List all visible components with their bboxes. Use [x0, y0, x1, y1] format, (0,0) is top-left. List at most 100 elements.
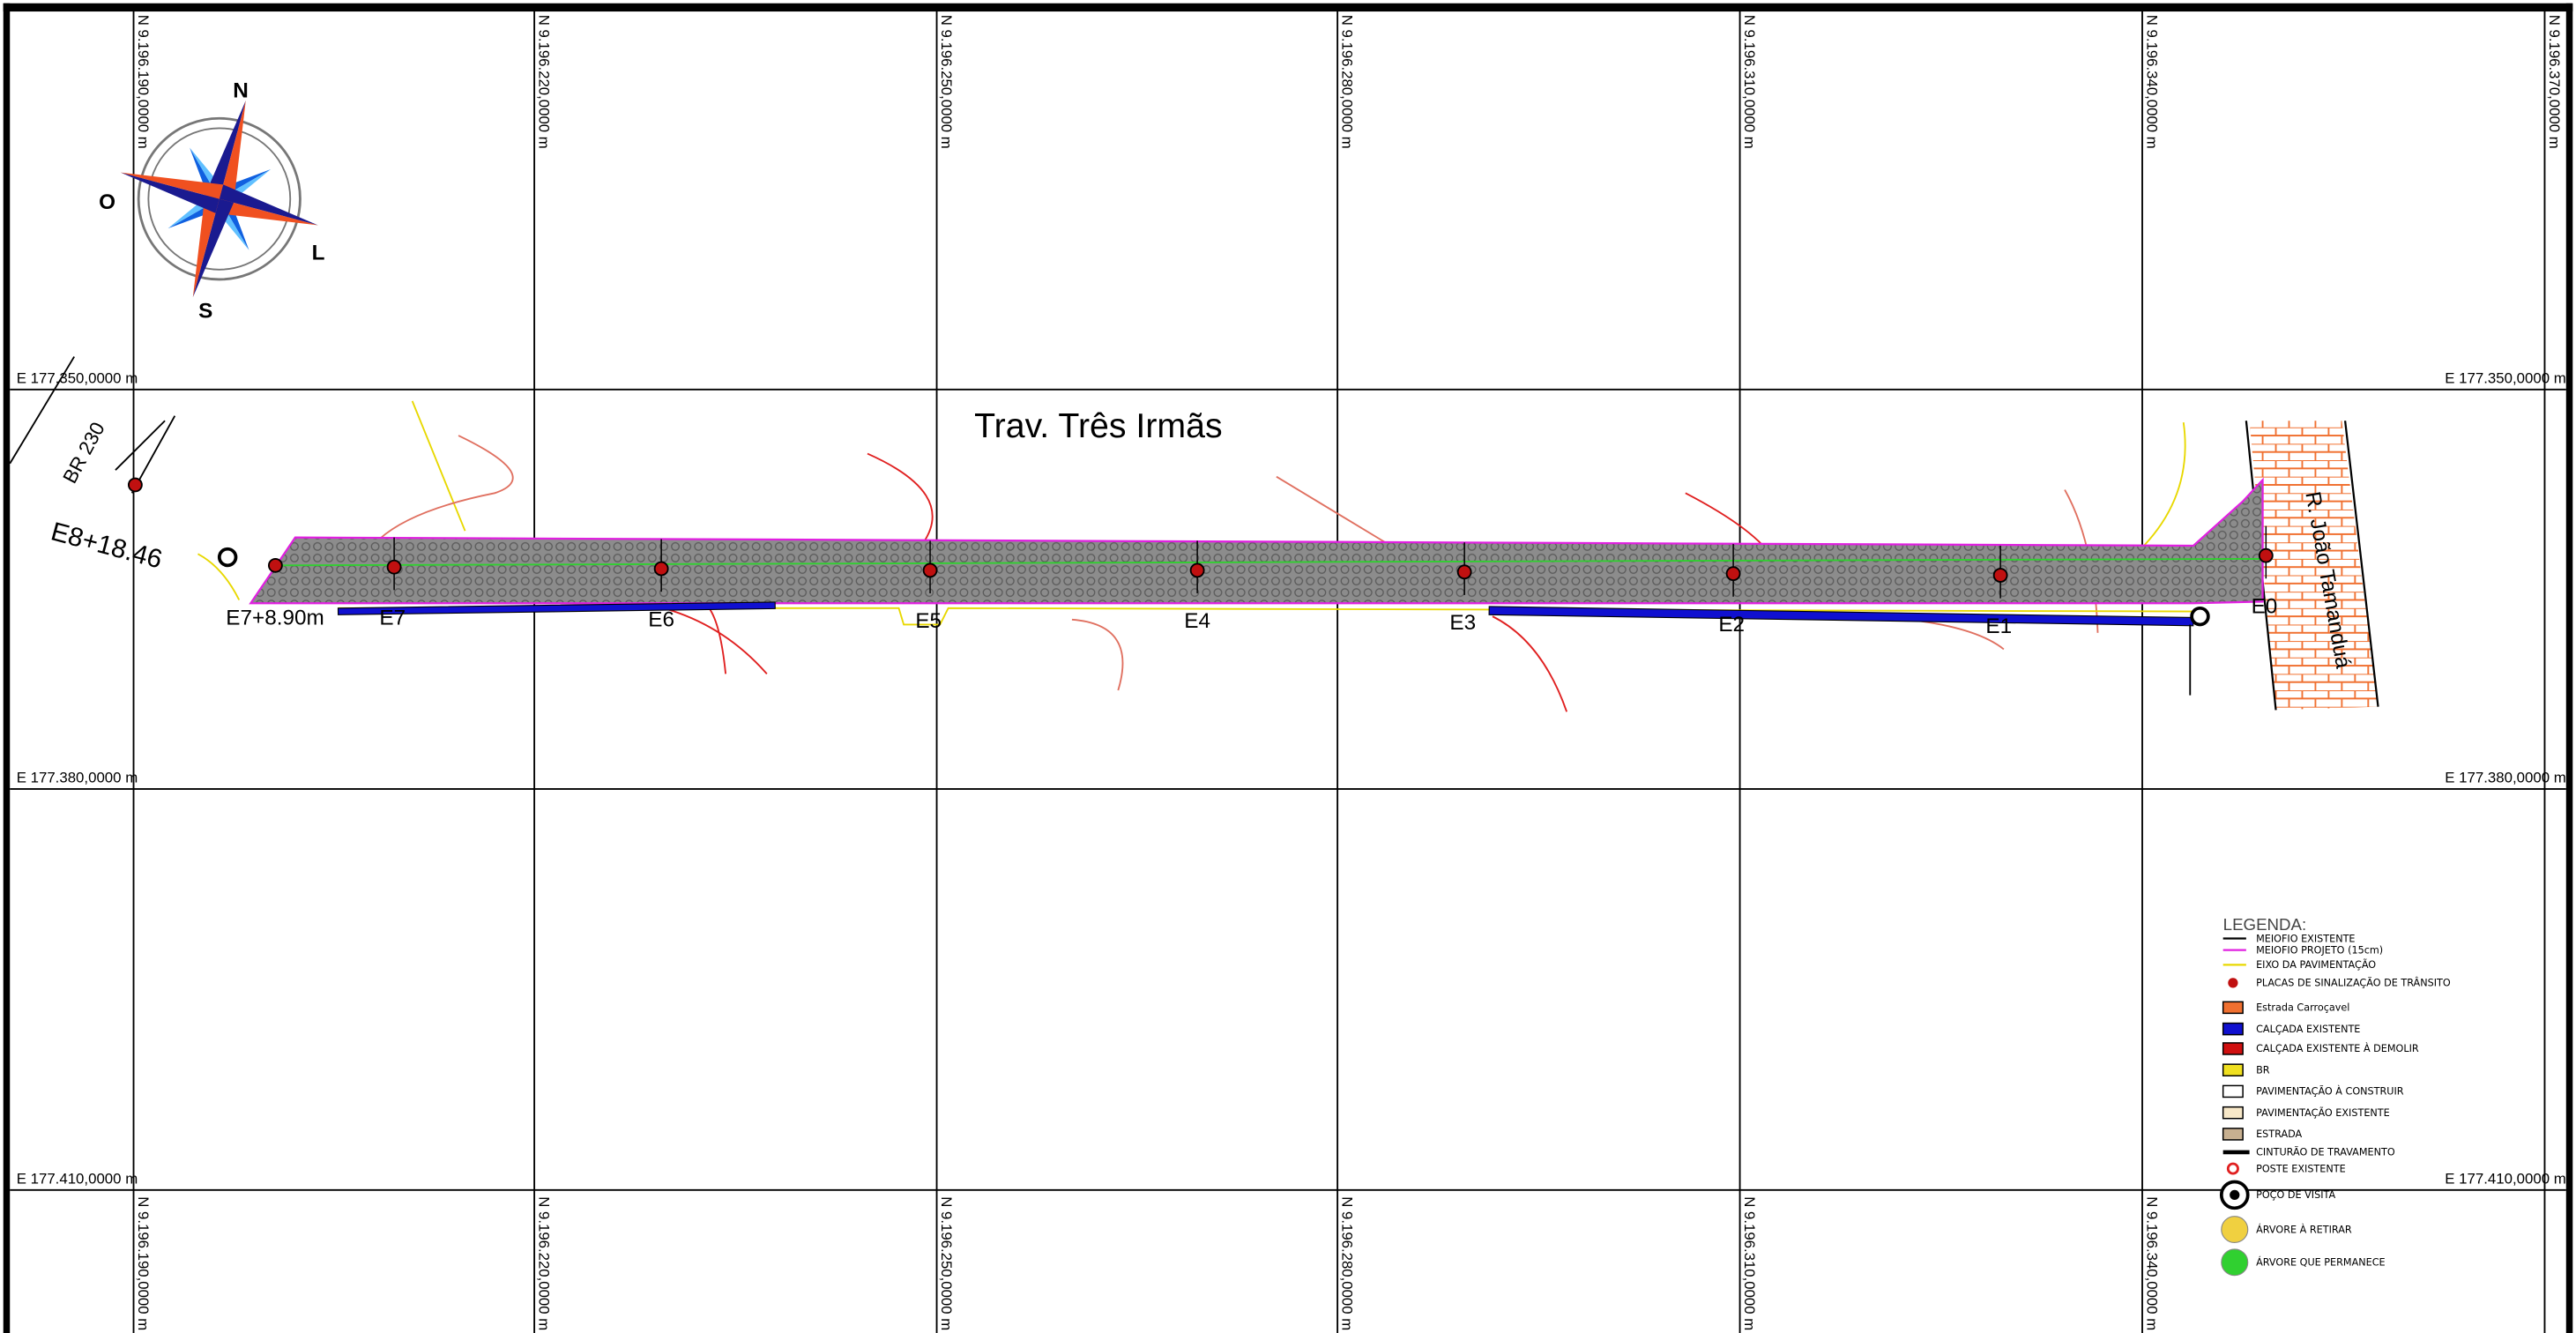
grid: N 9.196.190,0000 m N 9.196.190,0000 m N 9.…	[10, 11, 2566, 1333]
northing-label: N 9.196.190,0000 m	[135, 15, 152, 149]
legend-symbol	[2222, 1001, 2244, 1015]
station-marker	[1992, 568, 2008, 583]
legend-label: ÁRVORE QUE PERMANECE	[2256, 1257, 2386, 1269]
legend-symbol	[2222, 1106, 2244, 1120]
station-label: E2	[1718, 613, 1745, 637]
station-label: E3	[1449, 611, 1476, 635]
legend-symbol	[2230, 1189, 2240, 1200]
legend-label: MEIOFIO EXISTENTE	[2256, 933, 2355, 944]
compass-point	[215, 198, 318, 226]
manhole	[217, 547, 238, 568]
border-top	[3, 3, 2573, 12]
chainage: E7+8.90m	[226, 606, 324, 629]
northing-label: N 9.196.340,0000 m	[2144, 15, 2161, 149]
legend-label: PAVIMENTAÇÃO EXISTENTE	[2256, 1107, 2390, 1119]
easting-label: E 177.380,0000 m	[2445, 769, 2566, 786]
border-right	[2565, 3, 2573, 1333]
station-label: E5	[915, 609, 942, 633]
compass-letter: N	[233, 78, 249, 102]
legend-label: BR	[2256, 1064, 2270, 1076]
stations: E0 E1 E2 E3 E4 E5 E6 E7	[267, 525, 2278, 638]
station-label: E6	[648, 607, 674, 631]
easting-label: E 177.410,0000 m	[17, 1170, 138, 1187]
compass-point	[219, 184, 318, 226]
northing-label: N 9.196.250,0000 m	[938, 1196, 955, 1330]
legend-label: EIXO DA PAVIMENTAÇÃO	[2256, 959, 2376, 971]
northing-label: N 9.196.250,0000 m	[938, 15, 955, 149]
northing-label: N 9.196.340,0000 m	[2144, 1196, 2161, 1330]
northing-label: N 9.196.310,0000 m	[1741, 15, 1758, 149]
compass: O N S L	[99, 78, 325, 323]
legend-symbol	[2222, 1128, 2244, 1141]
compass-point	[120, 172, 224, 199]
northing-label: N 9.196.190,0000 m	[135, 1196, 152, 1330]
station-label: E7	[379, 606, 406, 629]
easting-label: E 177.350,0000 m	[17, 369, 138, 386]
legend-label: CALÇADA EXISTENTE À DEMOLIR	[2256, 1043, 2419, 1054]
legend-symbol	[2222, 1063, 2244, 1076]
cross-street	[2249, 421, 2379, 711]
northing-label: N 9.196.280,0000 m	[1339, 15, 1356, 149]
legend-label: PAVIMENTAÇÃO À CONSTRUIR	[2256, 1086, 2404, 1098]
sidewalk	[337, 601, 776, 615]
compass-letter: S	[198, 300, 212, 324]
legend-label: CINTURÃO DE TRAVAMENTO	[2256, 1147, 2395, 1158]
northing-label: N 9.196.220,0000 m	[536, 1196, 553, 1330]
legend-symbol	[2222, 1084, 2244, 1098]
station-marker	[267, 557, 283, 573]
legend-symbol	[2221, 1216, 2249, 1244]
compass-ring	[147, 127, 292, 271]
compass-ring	[137, 116, 302, 281]
northing-label: N 9.196.280,0000 m	[1339, 1196, 1356, 1330]
legend-label: POSTE EXISTENTE	[2256, 1163, 2346, 1174]
legend-title: LEGENDA:	[2223, 915, 2307, 934]
northing-label: N 9.196.310,0000 m	[1741, 1196, 1758, 1330]
border-left	[3, 3, 11, 1333]
manhole	[2190, 606, 2210, 627]
compass-point	[192, 198, 235, 298]
sign-marker	[127, 477, 143, 493]
station-marker	[386, 559, 402, 575]
legend-label: MEIOFIO PROJETO (15cm)	[2256, 944, 2383, 956]
legend-symbol	[2228, 978, 2238, 988]
road-axis	[275, 557, 2267, 567]
manholes	[127, 477, 2210, 627]
compass-letter: O	[99, 190, 115, 214]
station-marker	[2258, 547, 2274, 563]
compass-letter: L	[312, 241, 325, 264]
legend-symbol	[2226, 1162, 2239, 1175]
legend-symbol	[2221, 1248, 2249, 1277]
compass-point	[219, 100, 246, 203]
northing-label: N 9.196.220,0000 m	[536, 15, 553, 149]
street-title: Trav. Três Irmãs	[974, 407, 1222, 445]
station-label: E1	[1985, 614, 2012, 638]
easting-label: E 177.410,0000 m	[2445, 1170, 2566, 1187]
legend-label: PLACAS DE SINALIZAÇÃO DE TRÂNSITO	[2256, 978, 2451, 989]
legend-label: ÁRVORE À RETIRAR	[2256, 1224, 2352, 1235]
station-label: E4	[1184, 609, 1210, 633]
station-label: E0	[2252, 594, 2278, 618]
terrain-lines	[197, 400, 2194, 712]
legend-label: Estrada Carroçavel	[2256, 1002, 2349, 1014]
road-pavement	[249, 477, 2264, 605]
easting-label: E 177.380,0000 m	[17, 769, 138, 786]
legend-symbol	[2222, 1022, 2244, 1036]
compass-point	[205, 100, 246, 199]
station-marker	[1189, 562, 1205, 578]
station-marker	[653, 561, 669, 577]
legend-symbol	[2222, 1042, 2244, 1055]
station-marker	[1456, 564, 1472, 580]
legend-label: POÇO DE VISITA	[2256, 1189, 2335, 1201]
legend-label: CALÇADA EXISTENTE	[2256, 1024, 2360, 1035]
compass-point	[120, 172, 220, 213]
easting-label: E 177.350,0000 m	[2445, 369, 2566, 386]
northing-label: N 9.196.370,0000 m	[2546, 15, 2563, 149]
station-marker	[1725, 566, 1741, 582]
legend-label: ESTRADA	[2256, 1128, 2302, 1140]
station-marker	[922, 562, 938, 578]
compass-point	[192, 195, 220, 298]
